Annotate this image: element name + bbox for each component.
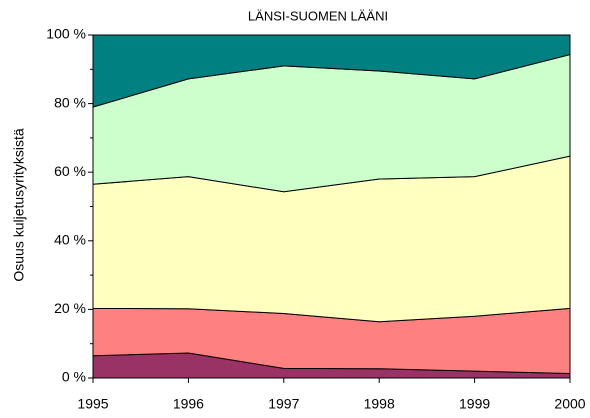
y-tick-label: 20 % bbox=[54, 300, 86, 316]
chart-title: LÄNSI-SUOMEN LÄÄNI bbox=[248, 8, 388, 23]
x-tick-label: 1998 bbox=[364, 396, 395, 412]
y-tick-label: 40 % bbox=[54, 232, 86, 248]
y-tick-label: 100 % bbox=[46, 26, 86, 42]
y-tick-label: 60 % bbox=[54, 163, 86, 179]
x-tick-label: 1999 bbox=[459, 396, 490, 412]
y-tick-label: 0 % bbox=[62, 369, 86, 385]
area bbox=[92, 34, 571, 108]
x-tick-label: 1997 bbox=[268, 396, 299, 412]
y-tick-label: 80 % bbox=[54, 94, 86, 110]
y-axis-label: Osuus kuljetusyrityksistä bbox=[11, 128, 27, 281]
x-tick-label: 1995 bbox=[77, 396, 108, 412]
x-tick-label: 2000 bbox=[554, 396, 585, 412]
x-tick-label: 1996 bbox=[173, 396, 204, 412]
